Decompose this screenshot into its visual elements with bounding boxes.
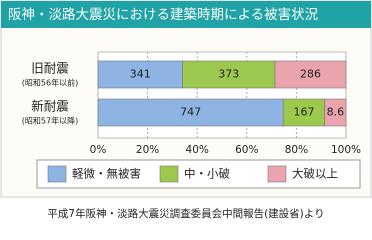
value-label: 747: [180, 106, 201, 119]
bar: [324, 98, 347, 127]
x-tick-label: 40%: [186, 144, 209, 156]
chart: 阪神・淡路大震災における建築時期による被害状況 平成7年阪神・淡路大震災調査委員…: [0, 0, 372, 220]
category-note: (昭和57年以降): [22, 116, 78, 126]
source: 平成7年阪神・淡路大震災調査委員会中間報告(建設省)より: [47, 207, 324, 220]
value-label: 8.6: [327, 106, 345, 119]
bar: [97, 60, 183, 89]
chart-title: 阪神・淡路大震災における建築時期による被害状況: [8, 7, 319, 23]
bar: [282, 98, 325, 127]
title-band: [1, 1, 371, 28]
value-label: 286: [300, 68, 321, 81]
category-note: (昭和56年以前): [22, 78, 78, 88]
x-tick-label: 20%: [136, 144, 159, 156]
x-tick-label: 60%: [235, 144, 258, 156]
bar: [274, 60, 347, 89]
legend-swatch: [267, 165, 287, 183]
x-tick-label: 80%: [285, 144, 308, 156]
x-tick-label: 100%: [331, 144, 361, 156]
legend-label: 中・小破: [184, 167, 230, 181]
value-label: 373: [218, 68, 239, 81]
value-label: 341: [130, 68, 151, 81]
bar: [97, 98, 284, 127]
value-label: 167: [293, 106, 314, 119]
legend-swatch: [159, 165, 179, 183]
legend-label: 軽微・無被害: [72, 167, 141, 181]
x-tick-label: 0%: [90, 144, 107, 156]
legend-label: 大破以上: [292, 167, 338, 181]
category-label: 旧耐震: [31, 61, 69, 76]
legend-swatch: [47, 165, 67, 183]
category-label: 新耐震: [31, 99, 69, 114]
bar: [182, 60, 276, 89]
legend: [36, 159, 361, 189]
